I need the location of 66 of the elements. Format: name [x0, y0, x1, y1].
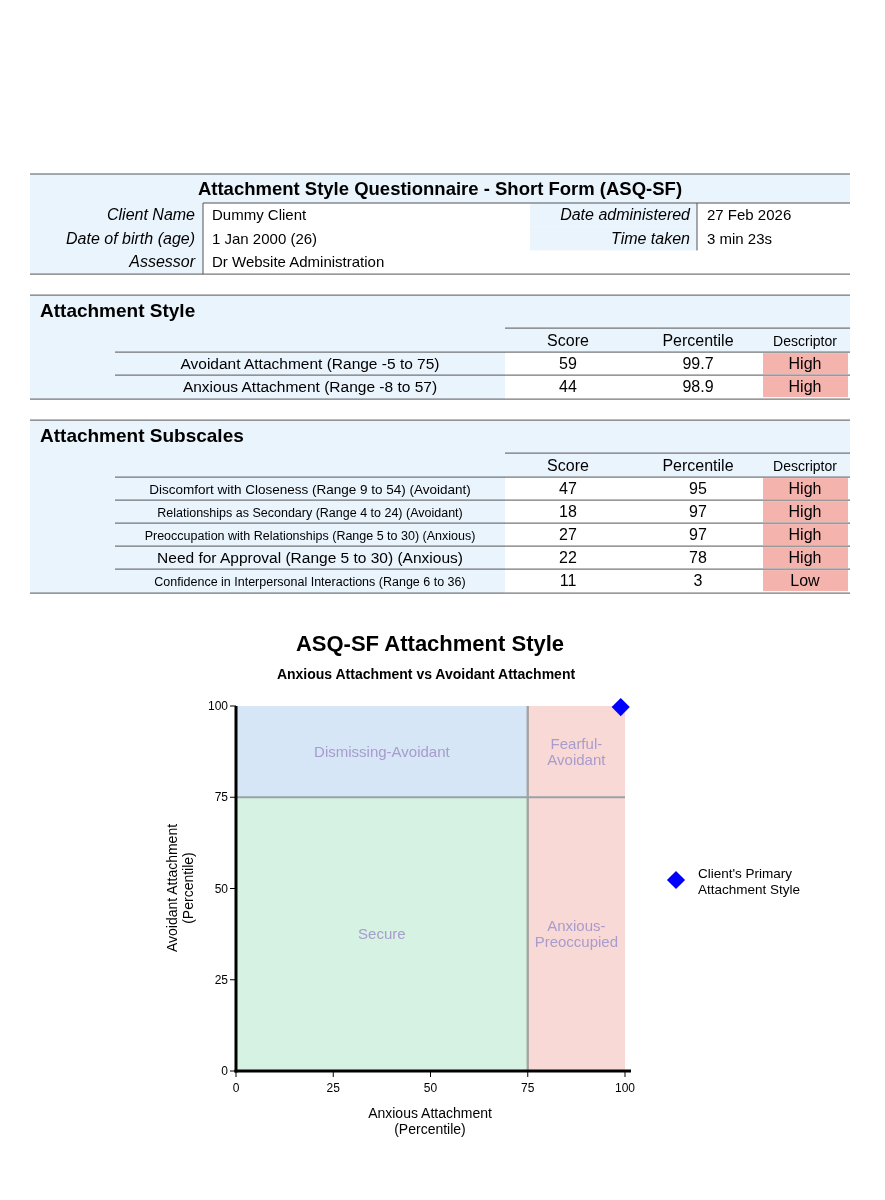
- text: 44: [559, 378, 577, 396]
- text: Low: [790, 572, 820, 590]
- text: 59: [559, 355, 577, 373]
- x-axis-title: Anxious Attachment (Percentile): [368, 1105, 492, 1137]
- category-label: Avoidant Attachment (Range -5 to 75): [180, 355, 440, 373]
- text: High: [788, 549, 822, 567]
- band-label: Secure: [358, 925, 406, 943]
- y-tick-label: 100: [207, 699, 229, 713]
- text: Date administered: [560, 206, 690, 223]
- chart-subtitle: Anxious Attachment vs Avoidant Attachment: [276, 666, 576, 682]
- text: 98.9: [682, 378, 714, 396]
- text: 3: [693, 572, 703, 590]
- category-label: Descriptor: [773, 333, 838, 350]
- text: 3 min 23s: [707, 229, 773, 247]
- category-label: Confidence in Interpersonal Interactions (Range 6 to 36): [154, 575, 466, 590]
- text: High: [788, 503, 822, 521]
- text: 11: [559, 572, 577, 590]
- category-label: Score: [547, 332, 589, 350]
- text: 47: [559, 480, 577, 498]
- text: 99.7: [682, 355, 714, 373]
- annotation: Fearful-Avoidant: [547, 734, 607, 768]
- text: Dr Website Administration: [212, 253, 385, 271]
- text: 78: [689, 549, 707, 567]
- x-tick-label: 75: [521, 1081, 535, 1095]
- category-label: Relationships as Secondary (Range 4 to 24) (Avoidant): [157, 506, 463, 521]
- legend-label: Client's Primary Attachment Style: [698, 866, 801, 897]
- x-tick-label: 100: [614, 1081, 636, 1095]
- category-label: Percentile: [662, 332, 734, 350]
- text: 97: [689, 503, 707, 521]
- text: Attachment Subscales: [40, 425, 244, 447]
- x-tick-label: 0: [232, 1081, 240, 1095]
- text: High: [788, 355, 822, 373]
- text: 95: [689, 480, 707, 498]
- category-label: Percentile: [662, 457, 734, 475]
- text: Attachment Style Questionnaire - Short Form (ASQ-SF): [197, 178, 683, 199]
- text: Client Name: [106, 206, 195, 223]
- y-tick-label: 50: [214, 881, 229, 896]
- band-label: Anxious-Preoccupied: [534, 917, 619, 951]
- y-tick-label: 25: [214, 972, 229, 987]
- category-label: Anxious Attachment (Range -8 to 57): [182, 378, 438, 396]
- category-label: Preoccupation with Relationships (Range 5 to 30) (Anxious): [144, 529, 476, 544]
- y-axis-title: Avoidant Attachment (Percentile): [164, 823, 196, 953]
- band-label: Dismissing-Avoidant: [314, 742, 451, 760]
- x-tick-label: 50: [423, 1081, 438, 1095]
- chart-title: ASQ-SF Attachment Style: [295, 631, 565, 656]
- text: 97: [689, 526, 707, 544]
- text: 1 Jan 2000 (26): [212, 229, 318, 247]
- text: High: [788, 378, 822, 396]
- text: Date of birth (age): [66, 229, 195, 247]
- category-label: Score: [547, 457, 589, 475]
- text: High: [788, 480, 822, 498]
- text: Time taken: [611, 229, 690, 247]
- text: 27: [559, 526, 577, 544]
- text: High: [788, 526, 822, 544]
- text: Dummy Client: [212, 206, 307, 223]
- text: 22: [559, 549, 577, 567]
- category-label: Need for Approval (Range 5 to 30) (Anxious): [157, 549, 463, 567]
- text: 27 Feb 2026: [707, 206, 792, 223]
- y-tick-label: 0: [221, 1064, 229, 1078]
- x-tick-label: 25: [326, 1081, 341, 1095]
- y-tick-label: 75: [214, 790, 229, 805]
- category-label: Descriptor: [773, 458, 838, 475]
- text: Assessor: [129, 253, 195, 271]
- text: 18: [559, 503, 577, 521]
- text: Attachment Style: [40, 300, 196, 322]
- category-label: Discomfort with Closeness (Range 9 to 54) (Avoidant): [149, 482, 471, 498]
